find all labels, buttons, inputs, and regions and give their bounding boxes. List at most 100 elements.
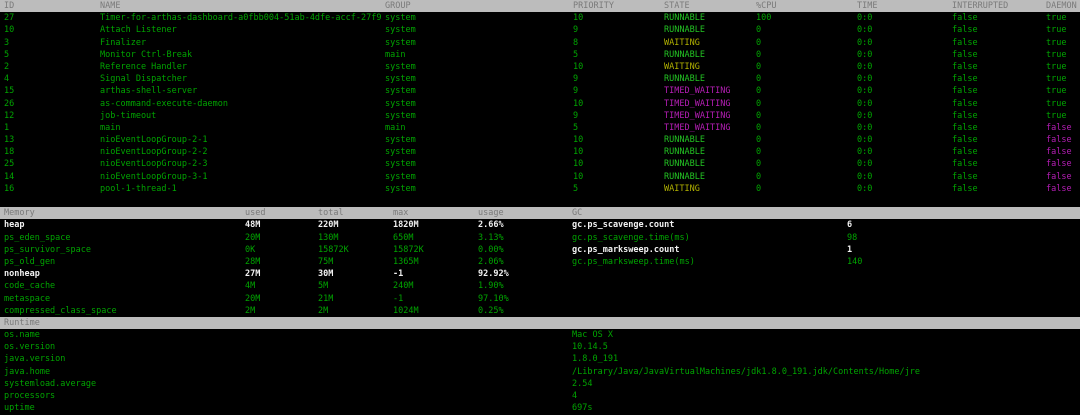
thread-cell-id: 26 [4, 98, 15, 109]
memory-cell-usage: 97.10% [478, 293, 509, 304]
memory-cell-max: 15872K [393, 244, 424, 255]
thread-cell-state: RUNNABLE [664, 25, 705, 36]
thread-cell-state: TIMED_WAITING [664, 110, 731, 121]
thread-cell-group: system [385, 110, 416, 121]
thread-cell-interrupted: false [952, 49, 978, 60]
thread-cell-interrupted: false [952, 13, 978, 24]
thread-cell-id: 25 [4, 159, 15, 170]
runtime-header-spacer [572, 317, 1080, 329]
gc-cell-name: gc.ps_marksweep.count [572, 244, 680, 255]
thread-cell-time: 0:0 [857, 183, 873, 194]
memory-cell-name: ps_survivor_space [4, 244, 91, 255]
thread-cell-daemon: false [1046, 122, 1072, 133]
thread-cell-cpu: 0 [756, 74, 762, 85]
thread-cell-name: nioEventLoopGroup-3-1 [100, 171, 208, 182]
gc-col-spacer [847, 207, 1080, 219]
memory-cell-usage: 2.06% [478, 256, 504, 267]
memory-cell-used: 0K [245, 244, 256, 255]
memory-cell-max: 240M [393, 281, 414, 292]
thread-row: 12 job-timeout system 9 TIMED_WAITING 0 0:0 fal… [0, 110, 1080, 122]
thread-cell-state: RUNNABLE [664, 135, 705, 146]
memory-cell-total: 130M [318, 232, 339, 243]
runtime-cell-name: os.version [4, 342, 56, 353]
thread-cell-state: RUNNABLE [664, 13, 705, 24]
runtime-row: os.version 10.14.5 [0, 341, 1080, 353]
runtime-cell-value: 2.54 [572, 378, 593, 389]
memory-cell-used: 48M [245, 220, 261, 231]
thread-cell-id: 15 [4, 86, 15, 97]
memory-cell-name: nonheap [4, 269, 40, 280]
thread-cell-state: RUNNABLE [664, 147, 705, 158]
memory-cell-max: 650M [393, 232, 414, 243]
memory-cell-total: 5M [318, 281, 329, 292]
thread-row: 14 nioEventLoopGroup-3-1 system 10 RUNNABLE 0… [0, 171, 1080, 183]
thread-cell-time: 0:0 [857, 159, 873, 170]
thread-cell-name: nioEventLoopGroup-2-3 [100, 159, 208, 170]
thread-cell-id: 4 [4, 74, 10, 85]
gc-cell-name [572, 280, 847, 292]
thread-table-body: 27 Timer-for-arthas-dashboard-a0fbb004-51… [0, 12, 1080, 195]
thread-cell-group: system [385, 159, 416, 170]
thread-cell-name: Signal Dispatcher [100, 74, 187, 85]
thread-cell-time: 0:0 [857, 110, 873, 121]
memory-cell-usage: 1.90% [478, 281, 504, 292]
thread-cell-cpu: 0 [756, 122, 762, 133]
thread-cell-daemon: true [1046, 61, 1067, 72]
thread-cell-state: RUNNABLE [664, 159, 705, 170]
blank-line [0, 195, 1080, 207]
gc-cell-value [847, 305, 1080, 317]
memory-col-name: Memory [4, 208, 35, 219]
memory-cell-total: 220M [318, 220, 339, 231]
thread-cell-interrupted: false [952, 171, 978, 182]
thread-cell-time: 0:0 [857, 135, 873, 146]
thread-cell-priority: 10 [573, 61, 584, 72]
thread-cell-state: TIMED_WAITING [664, 98, 731, 109]
thread-col-id: ID [4, 1, 15, 11]
thread-cell-time: 0:0 [857, 171, 873, 182]
thread-cell-cpu: 0 [756, 171, 762, 182]
thread-cell-time: 0:0 [857, 122, 873, 133]
memory-row: compressed_class_space 2M 2M 1024M 0.25% [0, 305, 1080, 317]
memory-cell-max: -1 [393, 293, 404, 304]
memory-cell-usage: 2.66% [478, 220, 504, 231]
thread-col-name: NAME [100, 1, 121, 11]
thread-cell-daemon: true [1046, 37, 1067, 48]
thread-cell-name: arthas-shell-server [100, 86, 198, 97]
runtime-cell-name: java.version [4, 354, 66, 365]
memory-row: heap 48M 220M 1820M 2.66% gc.ps_scavenge.coun… [0, 219, 1080, 231]
thread-cell-cpu: 0 [756, 98, 762, 109]
thread-cell-name: job-timeout [100, 110, 157, 121]
thread-row: 5 Monitor Ctrl-Break main 5 RUNNABLE 0 0:0 fals… [0, 49, 1080, 61]
thread-row: 26 as-command-execute-daemon system 10 TIMED… [0, 98, 1080, 110]
thread-cell-cpu: 0 [756, 25, 762, 36]
thread-cell-priority: 10 [573, 135, 584, 146]
gc-cell-value: 6 [847, 220, 853, 231]
memory-table-body: heap 48M 220M 1820M 2.66% gc.ps_scavenge.coun… [0, 219, 1080, 317]
memory-cell-usage: 0.25% [478, 305, 504, 316]
thread-cell-name: Reference Handler [100, 61, 187, 72]
thread-row: 15 arthas-shell-server system 9 TIMED_WAITIN… [0, 85, 1080, 97]
runtime-cell-name: java.home [4, 366, 51, 377]
thread-col-cpu: %CPU [756, 1, 777, 11]
thread-cell-time: 0:0 [857, 37, 873, 48]
thread-cell-priority: 10 [573, 98, 584, 109]
thread-cell-group: system [385, 37, 416, 48]
thread-cell-state: RUNNABLE [664, 49, 705, 60]
runtime-cell-name: systemload.average [4, 378, 97, 389]
memory-cell-used: 20M [245, 293, 261, 304]
thread-cell-priority: 8 [573, 37, 579, 48]
thread-table-header: ID NAME GROUP PRIORITY STATE %CPU TIME I… [0, 0, 1080, 13]
thread-cell-interrupted: false [952, 25, 978, 36]
gc-cell-value: 1 [847, 244, 853, 255]
memory-cell-used: 4M [245, 281, 256, 292]
memory-cell-used: 2M [245, 305, 256, 316]
thread-cell-id: 1 [4, 122, 10, 133]
runtime-row: java.home/Library/Java/JavaVirtualMachin… [0, 366, 1080, 378]
gc-cell-value [847, 280, 1080, 292]
thread-cell-time: 0:0 [857, 74, 873, 85]
thread-cell-group: system [385, 74, 416, 85]
gc-cell-name [572, 305, 847, 317]
thread-cell-group: main [385, 122, 406, 133]
thread-cell-priority: 5 [573, 49, 579, 60]
